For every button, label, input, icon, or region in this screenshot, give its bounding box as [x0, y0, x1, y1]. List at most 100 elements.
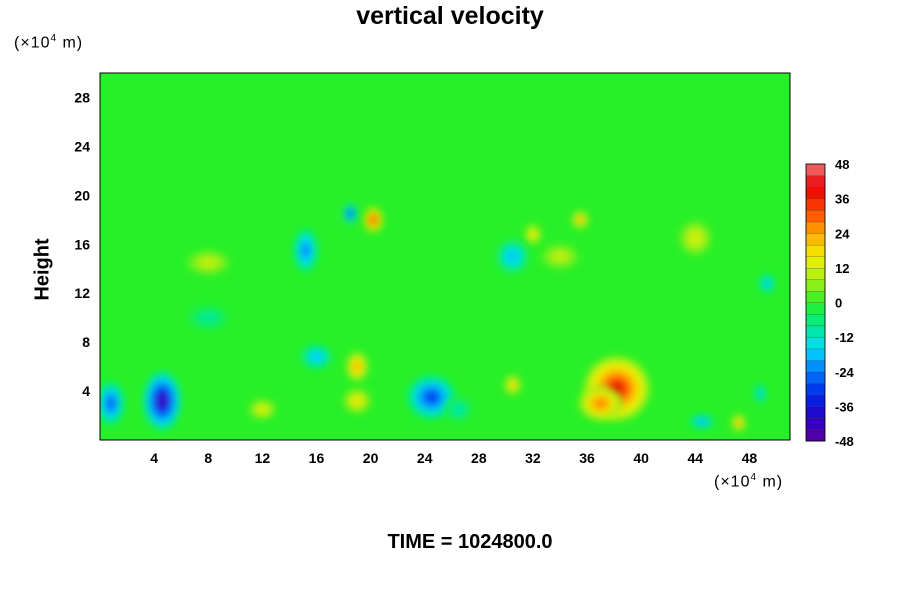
- x-tick-label: 48: [742, 450, 758, 466]
- colorbar-swatch: [805, 371, 826, 384]
- feature-contour: [158, 394, 167, 407]
- colorbar-swatch: [805, 394, 826, 407]
- feature-contour: [303, 245, 309, 255]
- feature-contour: [354, 363, 360, 370]
- velocity-feature: [248, 399, 276, 420]
- feature-contour: [455, 406, 462, 412]
- feature-contour: [578, 217, 583, 222]
- x-tick-label: 36: [579, 450, 595, 466]
- colorbar-swatch: [805, 210, 826, 223]
- velocity-feature: [731, 414, 746, 432]
- colorbar-swatch: [805, 313, 826, 327]
- feature-contour: [203, 315, 213, 321]
- y-tick-labels: 4 8 12 16 20 24 28: [74, 89, 90, 399]
- feature-contour: [758, 391, 763, 396]
- colorbar-tick-label: -36: [835, 399, 854, 414]
- feature-contour: [556, 254, 564, 259]
- y-tick-label: 4: [82, 383, 90, 399]
- y-tick-label: 12: [74, 285, 90, 301]
- colorbar-swatch: [805, 198, 826, 211]
- velocity-feature: [578, 386, 623, 421]
- velocity-feature: [524, 224, 542, 245]
- colorbar-swatch: [805, 302, 826, 315]
- x-tick-label: 40: [633, 450, 649, 466]
- colorbar-swatch: [805, 233, 826, 246]
- colorbar-tick-label: -48: [835, 434, 854, 449]
- colorbar-swatch: [805, 406, 826, 419]
- velocity-field: [100, 203, 776, 432]
- y-tick-label: 24: [74, 138, 90, 154]
- y-tick-label: 28: [74, 89, 90, 105]
- velocity-feature: [100, 381, 125, 426]
- velocity-feature: [143, 371, 182, 431]
- colorbar-swatch: [805, 279, 826, 292]
- y-tick-label: 8: [82, 334, 90, 350]
- colorbar-swatch: [805, 429, 826, 442]
- x-tick-label: 44: [688, 450, 704, 466]
- feature-contour: [765, 281, 769, 286]
- time-label: TIME = 1024800.0: [387, 531, 553, 553]
- y-tick-label: 20: [74, 187, 90, 203]
- feature-contour: [509, 253, 516, 260]
- feature-contour: [108, 398, 114, 408]
- feature-contour: [371, 217, 376, 223]
- colorbar-swatch: [805, 360, 826, 373]
- velocity-feature: [343, 203, 358, 224]
- colorbar-swatch: [805, 348, 826, 361]
- feature-contour: [259, 407, 266, 412]
- velocity-feature: [754, 383, 766, 404]
- colorbar-tick-label: 24: [835, 226, 850, 241]
- velocity-feature: [504, 375, 521, 395]
- velocity-feature: [186, 250, 230, 275]
- x-tick-label: 16: [309, 450, 325, 466]
- colorbar-swatch: [805, 336, 826, 350]
- colorbar-swatch: [805, 267, 826, 280]
- velocity-feature: [496, 239, 529, 274]
- chart-title: vertical velocity: [356, 2, 544, 30]
- y-axis-unit: (×104 m): [14, 33, 84, 52]
- feature-contour: [692, 234, 699, 242]
- velocity-feature: [572, 211, 589, 229]
- colorbar-swatch: [805, 325, 826, 338]
- y-tick-label: 16: [74, 236, 90, 252]
- plot-area: [99, 72, 791, 441]
- feature-contour: [313, 354, 320, 360]
- velocity-feature: [689, 414, 715, 429]
- colorbar-swatch: [805, 290, 826, 303]
- colorbar-swatch: [805, 186, 826, 200]
- x-axis-unit: (×104 m): [714, 472, 784, 491]
- x-tick-label: 32: [525, 450, 541, 466]
- velocity-feature: [407, 375, 456, 420]
- x-tick-labels: 4 8 12 16 20 24 28 32 36 40 44 48: [150, 450, 757, 466]
- velocity-feature: [445, 397, 473, 422]
- feature-contour: [426, 392, 437, 402]
- velocity-feature: [293, 228, 318, 273]
- colorbar-swatch: [805, 417, 826, 430]
- velocity-feature: [343, 388, 371, 414]
- velocity-feature: [300, 344, 333, 370]
- x-tick-label: 12: [255, 450, 271, 466]
- colorbar-swatch: [805, 221, 826, 234]
- colorbar-tick-label: -24: [835, 365, 855, 380]
- colorbar-tick-labels: 48 36 24 12 0 -12 -24 -36 -48: [835, 157, 855, 449]
- velocity-feature: [541, 244, 579, 269]
- velocity-feature: [679, 221, 712, 256]
- colorbar-tick-label: 48: [835, 157, 849, 172]
- velocity-feature: [758, 273, 776, 294]
- colorbar-swatch: [805, 383, 826, 396]
- velocity-feature: [186, 305, 230, 330]
- colorbar-swatch: [805, 244, 826, 257]
- x-tick-label: 20: [363, 450, 379, 466]
- colorbar-tick-label: -12: [835, 330, 854, 345]
- x-tick-label: 24: [417, 450, 433, 466]
- feature-contour: [596, 399, 605, 407]
- colorbar-swatch: [805, 175, 826, 188]
- colorbar: [805, 163, 826, 442]
- velocity-feature: [363, 207, 383, 233]
- x-tick-label: 8: [204, 450, 212, 466]
- feature-contour: [699, 419, 705, 424]
- colorbar-swatch: [805, 163, 826, 176]
- colorbar-frame: [805, 163, 826, 442]
- feature-contour: [203, 260, 213, 266]
